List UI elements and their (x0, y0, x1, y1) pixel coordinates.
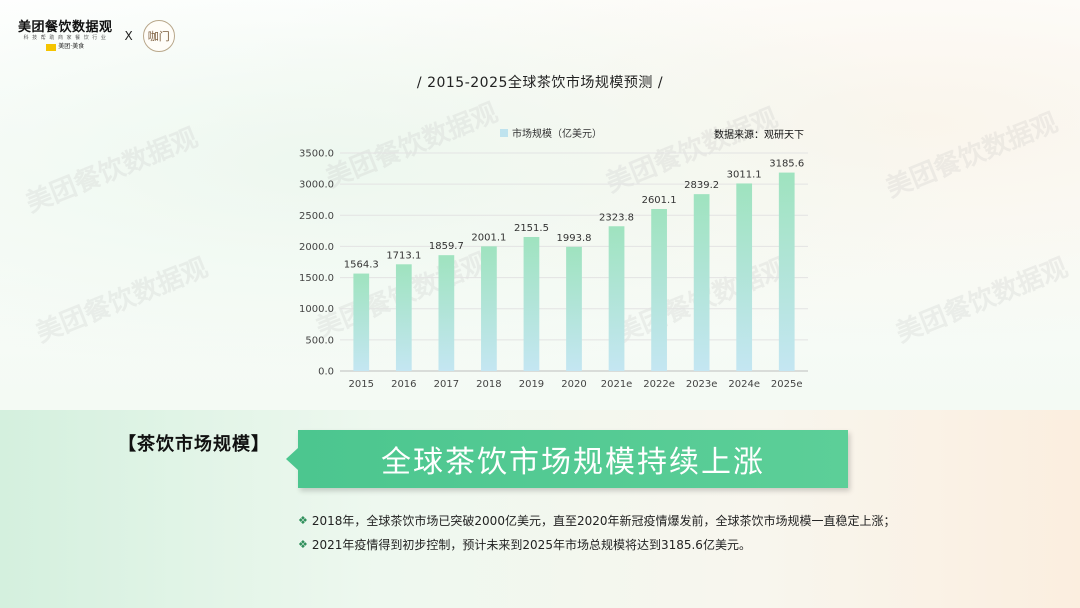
x-tick-label: 2025e (771, 379, 803, 390)
diamond-bullet-icon: ❖ (298, 513, 308, 527)
partner-logo-text: 咖门 (147, 30, 170, 43)
data-label: 2151.5 (514, 223, 549, 234)
x-tick-label: 2018 (476, 379, 501, 390)
brand-logo: 美团餐饮数据观 科 技 帮 助 商 家 餐 饮 行 业 美团·美食 (18, 21, 113, 51)
data-label: 2601.1 (642, 195, 677, 206)
y-tick-label: 3000.0 (299, 180, 334, 191)
x-tick-label: 2020 (561, 379, 586, 390)
bar-2018 (481, 246, 497, 371)
chart-title: / 2015-2025全球茶饮市场规模预测 / (416, 75, 664, 91)
bullet-text: 2021年疫情得到初步控制，预计未来到2025年市场总规模将达到3185.6亿美… (311, 537, 751, 552)
partner-logo: 咖门 (142, 20, 175, 52)
bullet-text: 2018年，全球茶饮市场已突破2000亿美元，直至2020年新冠疫情爆发前，全球… (311, 513, 896, 528)
x-tick-label: 2015 (349, 379, 374, 390)
legend-swatch (500, 128, 508, 137)
background-wash (0, 0, 1080, 410)
data-label: 1713.1 (386, 250, 421, 261)
meituan-badge-icon (46, 43, 57, 51)
bar-2021e (608, 226, 625, 371)
legend-label: 市场规模（亿美元） (512, 129, 602, 140)
x-tick-label: 2021e (601, 379, 633, 390)
data-source: 数据来源：观研天下 (714, 130, 804, 141)
brand-badge: 美团·美食 (46, 43, 84, 51)
data-label: 1564.3 (344, 260, 379, 271)
diamond-bullet-icon: ❖ (298, 537, 308, 551)
bar-2015 (353, 273, 370, 371)
bar-chart: 0.0 500.0 1000.0 1500.0 2000.0 2500.0 3000.0 35… (299, 149, 808, 391)
y-tick-label: 500.0 (305, 335, 334, 346)
bar-2025e (778, 172, 795, 371)
bar-2024e (736, 183, 753, 371)
y-tick-label: 0.0 (318, 367, 334, 378)
headline-banner: 全球茶饮市场规模持续上涨 (286, 430, 848, 488)
bar-2017 (438, 255, 455, 371)
y-tick-label: 3500.0 (299, 149, 334, 160)
bar-2019 (523, 236, 540, 371)
data-label: 2001.1 (471, 232, 506, 243)
bullet-list: ❖ 2018年，全球茶饮市场已突破2000亿美元，直至2020年新冠疫情爆发前，… (298, 512, 896, 560)
bar-2022e (651, 208, 667, 371)
x-tick-label: 2019 (519, 379, 544, 390)
logo-row: 美团餐饮数据观 科 技 帮 助 商 家 餐 饮 行 业 美团·美食 X 咖门 (18, 20, 175, 52)
data-label: 1993.8 (557, 233, 592, 244)
x-tick-label: 2024e (728, 379, 760, 390)
collab-symbol: X (124, 29, 133, 43)
data-label: 1859.7 (429, 241, 464, 252)
x-tick-label: 2022e (643, 379, 675, 390)
brand-sub: 美团·美食 (58, 43, 85, 50)
bars-layer (353, 172, 795, 371)
list-item: ❖ 2018年，全球茶饮市场已突破2000亿美元，直至2020年新冠疫情爆发前，… (298, 512, 896, 528)
data-label: 3185.6 (769, 159, 804, 170)
y-tick-label: 1500.0 (299, 273, 334, 284)
x-tick-label: 2017 (434, 379, 459, 390)
bar-2020 (566, 246, 582, 371)
brand-name: 美团餐饮数据观 (18, 20, 113, 35)
data-label: 2323.8 (599, 212, 634, 223)
x-tick-label: 2016 (391, 379, 416, 390)
y-tick-label: 2000.0 (299, 242, 334, 253)
data-label: 2839.2 (684, 180, 719, 191)
section-label: 【茶饮市场规模】 (118, 434, 270, 455)
data-label: 3011.1 (727, 169, 762, 180)
labels-layer: 0.0 500.0 1000.0 1500.0 2000.0 2500.0 3000.0 35… (299, 149, 804, 391)
list-item: ❖ 2021年疫情得到初步控制，预计未来到2025年市场总规模将达到3185.6… (298, 536, 896, 552)
bar-2016 (395, 264, 412, 371)
y-tick-label: 2500.0 (299, 211, 334, 222)
bar-2023e (693, 194, 710, 371)
headline-text: 全球茶饮市场规模持续上涨 (381, 445, 765, 480)
x-tick-label: 2023e (686, 379, 718, 390)
chart-legend: 市场规模（亿美元） (500, 125, 602, 140)
y-tick-label: 1000.0 (299, 304, 334, 315)
brand-tagline: 科 技 帮 助 商 家 餐 饮 行 业 (23, 35, 107, 41)
